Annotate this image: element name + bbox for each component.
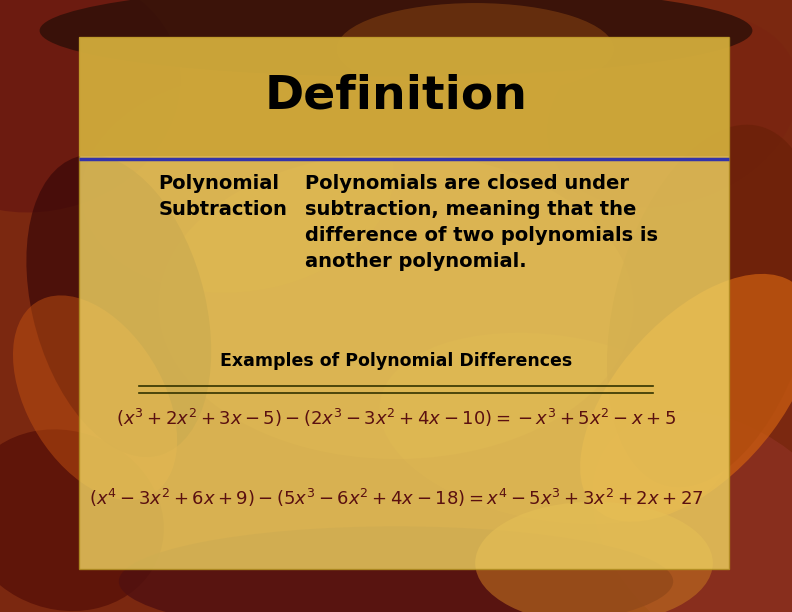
FancyBboxPatch shape xyxy=(79,37,729,569)
Ellipse shape xyxy=(26,155,211,457)
Ellipse shape xyxy=(548,13,792,207)
Ellipse shape xyxy=(592,411,792,612)
Ellipse shape xyxy=(158,153,634,459)
Text: Polynomial
Subtraction: Polynomial Subtraction xyxy=(158,174,287,219)
Ellipse shape xyxy=(0,430,164,611)
Text: Examples of Polynomial Differences: Examples of Polynomial Differences xyxy=(220,352,572,370)
Ellipse shape xyxy=(581,274,792,521)
Ellipse shape xyxy=(82,75,394,293)
Ellipse shape xyxy=(337,3,614,95)
Ellipse shape xyxy=(0,0,181,212)
Ellipse shape xyxy=(40,0,752,76)
Text: $(x^4-3x^2+6x+9)-(5x^3-6x^2+4x-18)=x^4-5x^3+3x^2+2x+27$: $(x^4-3x^2+6x+9)-(5x^3-6x^2+4x-18)=x^4-5… xyxy=(89,487,703,509)
FancyBboxPatch shape xyxy=(79,37,729,156)
Text: $(x^3+2x^2+3x-5)-(2x^3-3x^2+4x-10)=-x^3+5x^2-x+5$: $(x^3+2x^2+3x-5)-(2x^3-3x^2+4x-10)=-x^3+… xyxy=(116,407,676,429)
Text: Definition: Definition xyxy=(265,74,527,119)
Ellipse shape xyxy=(13,296,177,500)
Text: Polynomials are closed under
subtraction, meaning that the
difference of two pol: Polynomials are closed under subtraction… xyxy=(305,174,658,271)
Ellipse shape xyxy=(607,125,792,487)
Ellipse shape xyxy=(475,502,713,612)
Ellipse shape xyxy=(379,333,729,524)
Ellipse shape xyxy=(119,526,673,612)
